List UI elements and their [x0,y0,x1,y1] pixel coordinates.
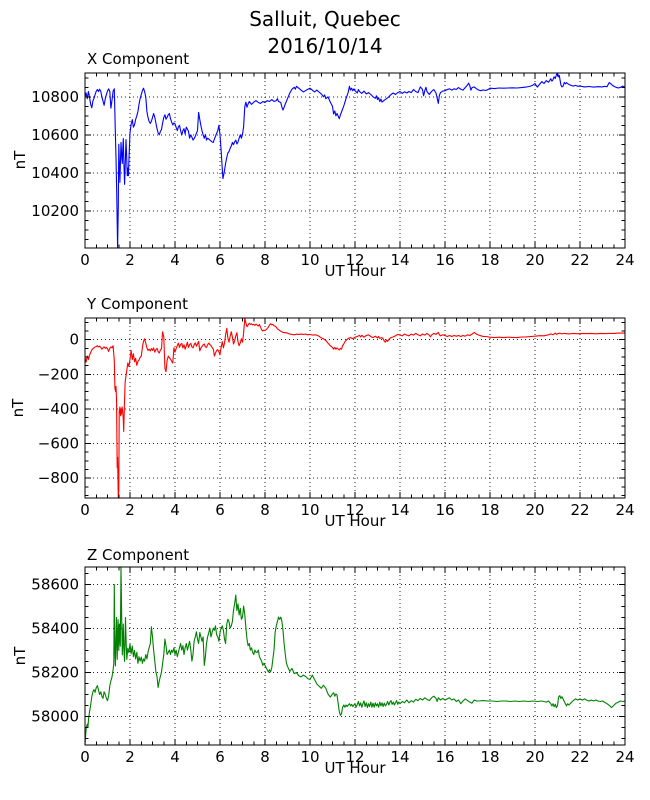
x-tick-label: 20 [525,501,544,519]
x-tick-label: 0 [80,748,90,766]
y-tick-label: −400 [38,400,79,418]
gridlines [84,318,626,498]
x-tick-label: 12 [345,251,364,269]
y-tick-label: −200 [38,365,79,383]
y-tick-label: 58400 [31,620,79,638]
y-tick-label: 0 [69,331,79,349]
subplot-1: 0 2 4 6 8 10 12 14 16 18 20 22 240−200−400−600−800 [38,317,635,519]
x-tick-label: 16 [435,501,454,519]
x-tick-label: 22 [570,501,589,519]
x-tick-label: 14 [390,501,409,519]
figure-title: Salluit, Quebec 2016/10/14 [0,6,650,60]
y-tick-label: 58200 [31,663,79,681]
y-axis-label-nt-x: nT [11,150,29,170]
x-tick-label: 2 [125,748,135,766]
y-tick-label: −800 [38,469,79,487]
y-tick-label: −600 [38,434,79,452]
series-line-1 [84,317,625,499]
series-line-2 [84,566,626,746]
x-tick-label: 8 [260,748,270,766]
x-tick-label: 16 [435,251,454,269]
x-tick-label: 24 [615,251,634,269]
subplot-title-y-component: Y Component [87,295,189,313]
x-axis-label-ut-hour-z: UT Hour [324,759,386,777]
y-axis-label-nt-z: nT [11,646,29,666]
y-tick-label: 10800 [31,88,79,106]
x-tick-label: 12 [345,501,364,519]
y-tick-label: 10400 [31,164,79,182]
x-tick-label: 20 [525,251,544,269]
x-tick-label: 6 [215,251,225,269]
x-tick-label: 0 [80,251,90,269]
subplot-2: 0 2 4 6 8 10 12 14 16 18 20 22 245800058200584005860… [31,566,635,766]
subplot-title-x-component: X Component [87,50,190,68]
x-tick-label: 10 [300,748,319,766]
ticks-and-labels: 0 2 4 6 8 10 12 14 16 18 20 22 245800058200584005860… [31,567,635,766]
x-tick-label: 10 [300,501,319,519]
y-tick-label: 58600 [31,576,79,594]
x-tick-label: 24 [615,748,634,766]
x-tick-label: 4 [170,748,180,766]
x-tick-label: 18 [480,501,499,519]
x-tick-label: 22 [570,251,589,269]
x-tick-label: 14 [390,748,409,766]
x-tick-label: 24 [615,501,634,519]
x-tick-label: 18 [480,251,499,269]
series-line-0 [84,72,626,249]
x-tick-label: 6 [215,501,225,519]
station-name: Salluit, Quebec [249,7,401,31]
gridlines [84,73,626,248]
x-tick-label: 2 [125,251,135,269]
x-tick-label: 22 [570,748,589,766]
figure-date: 2016/10/14 [267,34,383,58]
x-tick-label: 18 [480,748,499,766]
x-tick-label: 2 [125,501,135,519]
x-tick-label: 0 [80,501,90,519]
x-tick-label: 4 [170,251,180,269]
ticks-and-labels: 0 2 4 6 8 10 12 14 16 18 20 22 241020010400106001080… [31,73,635,269]
x-tick-label: 8 [260,251,270,269]
x-tick-label: 6 [215,748,225,766]
subplot-title-z-component: Z Component [87,546,190,564]
x-tick-label: 20 [525,748,544,766]
x-tick-label: 16 [435,748,454,766]
x-tick-label: 12 [345,748,364,766]
y-tick-label: 58000 [31,707,79,725]
x-axis-label-ut-hour-y: UT Hour [324,512,386,530]
x-tick-label: 10 [300,251,319,269]
y-tick-label: 10600 [31,126,79,144]
x-tick-label: 4 [170,501,180,519]
gridlines [84,567,626,745]
x-tick-label: 8 [260,501,270,519]
y-tick-label: 10200 [31,202,79,220]
y-axis-label-nt-y: nT [9,398,27,418]
subplot-0: 0 2 4 6 8 10 12 14 16 18 20 22 241020010400106001080… [31,72,635,269]
x-tick-label: 14 [390,251,409,269]
ticks-and-labels: 0 2 4 6 8 10 12 14 16 18 20 22 240−200−400−600−800 [38,318,635,519]
x-axis-label-ut-hour-x: UT Hour [324,262,386,280]
